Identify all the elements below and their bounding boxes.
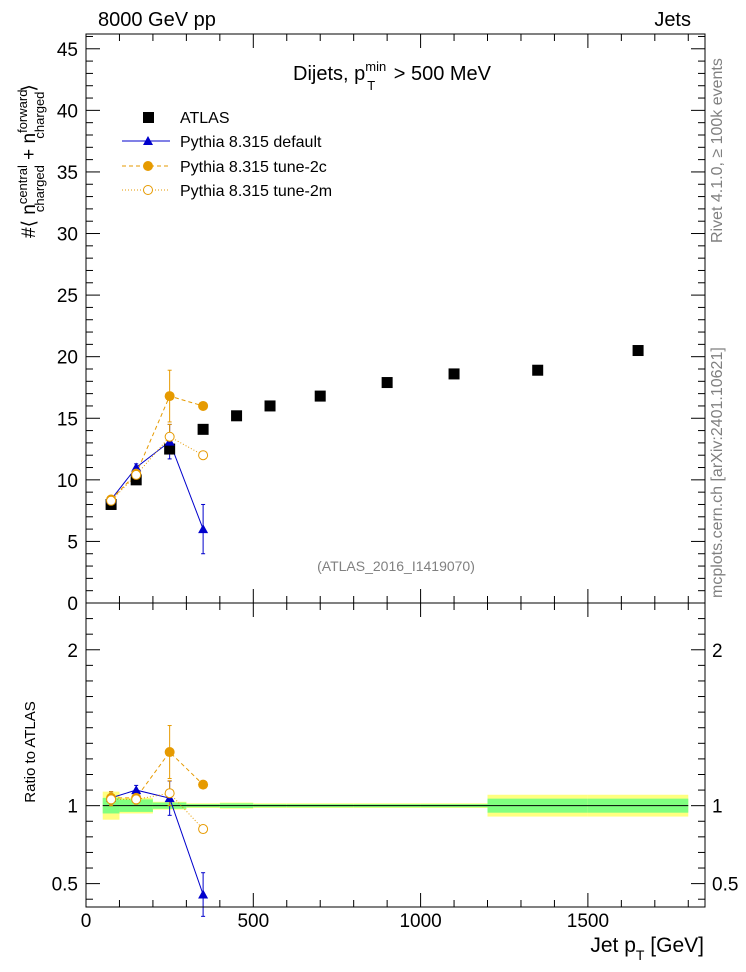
data-point-circle bbox=[164, 391, 175, 402]
ratio-bands bbox=[102, 791, 689, 820]
y-tick-label: 0.5 bbox=[52, 875, 78, 896]
series-line bbox=[111, 792, 204, 830]
main-frame bbox=[85, 33, 706, 604]
data-point-triangle bbox=[198, 889, 209, 899]
data-point-atlas bbox=[381, 377, 393, 389]
legend-label-default: Pythia 8.315 default bbox=[180, 134, 322, 151]
data-point-atlas bbox=[532, 364, 544, 376]
y-tick-label-right: 2 bbox=[712, 641, 723, 662]
series-line bbox=[110, 789, 204, 895]
series-line bbox=[110, 395, 204, 500]
ratio-ticks bbox=[85, 603, 705, 907]
ratio-markers bbox=[106, 725, 209, 917]
data-point-triangle bbox=[131, 462, 142, 472]
data-point-open-circle bbox=[198, 824, 209, 835]
rivet-label: Rivet 4.1.0, ≥ 100k events bbox=[709, 58, 726, 243]
x-tick-labels: 0 500 1000 1500 bbox=[81, 911, 609, 932]
series-line bbox=[111, 751, 204, 799]
y-tick-label: 40 bbox=[57, 101, 78, 122]
legend-label-tune-2m: Pythia 8.315 tune-2m bbox=[180, 183, 332, 200]
y-tick-label: 15 bbox=[57, 409, 78, 430]
legend-marker-tune-2m bbox=[143, 185, 153, 195]
series-line bbox=[110, 440, 204, 530]
data-point-open-circle bbox=[106, 794, 117, 805]
header-energy: 8000 GeV pp bbox=[98, 9, 216, 31]
main-markers bbox=[105, 345, 644, 555]
y-tick-label-right: 0.5 bbox=[712, 875, 738, 896]
legend-marker-default bbox=[143, 136, 153, 145]
data-point-atlas bbox=[264, 400, 276, 412]
y-tick-label: 35 bbox=[57, 163, 78, 184]
y-tick-label: 45 bbox=[57, 40, 78, 61]
y-tick-label-right: 1 bbox=[712, 797, 723, 818]
data-point-atlas bbox=[197, 423, 209, 435]
legend-marker-tune-2c bbox=[143, 161, 153, 171]
y-tick-label: 10 bbox=[57, 471, 78, 492]
x-tick-label: 0 bbox=[81, 911, 92, 932]
data-point-atlas bbox=[164, 443, 176, 455]
y-tick-label: 20 bbox=[57, 348, 78, 369]
title-sub: T bbox=[367, 78, 375, 93]
data-point-open-circle bbox=[131, 469, 142, 480]
mcplots-label: mcplots.cern.ch [arXiv:2401.10621] bbox=[709, 347, 726, 598]
data-point-triangle bbox=[131, 785, 142, 795]
data-point-atlas bbox=[314, 390, 326, 402]
series-line bbox=[110, 436, 204, 502]
y-axis-label-main: #⟨ ncentral charged + nforward charged⟩ bbox=[15, 84, 47, 238]
y-tick-label: 5 bbox=[67, 532, 78, 553]
y-tick-label: 25 bbox=[57, 286, 78, 307]
x-tick-label: 500 bbox=[237, 911, 269, 932]
x-axis-label: Jet pT [GeV] bbox=[590, 934, 704, 963]
legend-label-atlas: ATLAS bbox=[180, 110, 230, 127]
x-tick-label: 1500 bbox=[567, 911, 609, 932]
data-point-open-circle bbox=[198, 450, 209, 461]
legend-marker-atlas bbox=[143, 112, 154, 123]
y-tick-label: 0 bbox=[67, 594, 78, 615]
y-tick-label: 30 bbox=[57, 225, 78, 246]
header-process: Jets bbox=[654, 9, 691, 31]
data-point-triangle bbox=[198, 524, 209, 534]
main-ticks bbox=[85, 34, 705, 604]
data-point-circle bbox=[198, 779, 209, 790]
y-tick-label: 1 bbox=[67, 797, 78, 818]
data-point-atlas bbox=[448, 368, 460, 380]
data-point-circle bbox=[164, 747, 175, 758]
data-point-open-circle bbox=[131, 794, 142, 805]
title-sup: min bbox=[365, 59, 386, 74]
data-point-atlas bbox=[231, 410, 243, 422]
legend-label-tune-2c: Pythia 8.315 tune-2c bbox=[180, 159, 327, 176]
analysis-label: (ATLAS_2016_I1419070) bbox=[317, 558, 475, 574]
chart-title: Dijets, pmin T > 500 MeV bbox=[293, 59, 492, 93]
data-point-open-circle bbox=[106, 495, 117, 506]
data-point-atlas bbox=[632, 345, 644, 357]
x-tick-label: 1000 bbox=[399, 911, 441, 932]
data-point-open-circle bbox=[164, 431, 175, 442]
data-point-open-circle bbox=[164, 788, 175, 799]
legend: ATLAS Pythia 8.315 default Pythia 8.315 … bbox=[122, 110, 332, 200]
ratio-panel: 0.5 0.5 1 1 2 2 Ratio to ATLAS bbox=[22, 602, 739, 917]
ratio-ytick-labels: 0.5 0.5 1 1 2 2 bbox=[52, 641, 739, 896]
y-tick-label: 2 bbox=[67, 641, 78, 662]
ratio-frame bbox=[85, 602, 706, 908]
y-axis-label-ratio: Ratio to ATLAS bbox=[22, 701, 39, 802]
data-point-circle bbox=[198, 400, 209, 411]
main-ytick-labels: 0 5 10 15 20 25 30 35 40 45 bbox=[57, 40, 78, 615]
